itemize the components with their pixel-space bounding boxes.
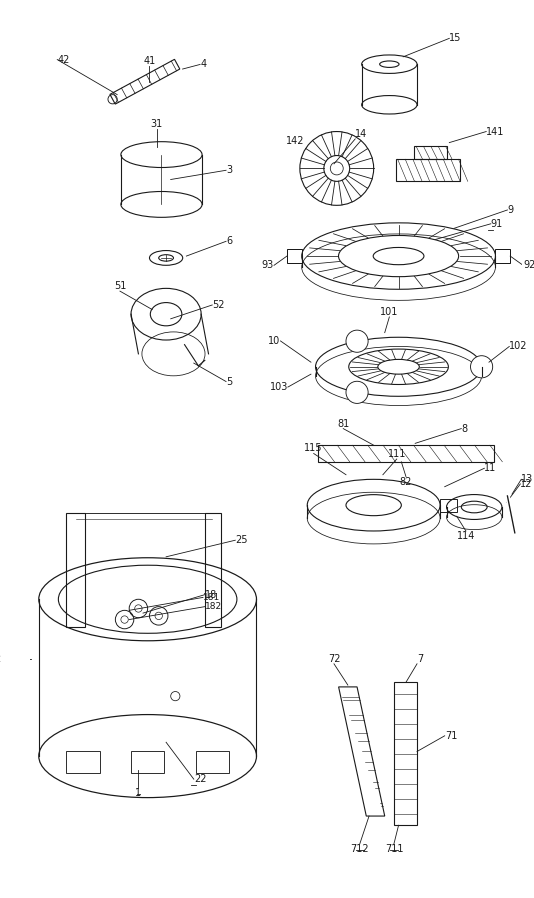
Text: 14: 14	[355, 129, 367, 139]
Text: 114: 114	[457, 531, 475, 541]
Text: 41: 41	[143, 57, 155, 66]
Text: 12: 12	[520, 479, 533, 489]
Text: 182: 182	[205, 603, 222, 612]
Text: 5: 5	[226, 376, 232, 386]
Circle shape	[470, 356, 493, 378]
Text: 3: 3	[226, 165, 232, 175]
Circle shape	[346, 330, 368, 352]
Text: 4: 4	[200, 59, 206, 69]
Text: 22: 22	[194, 774, 206, 784]
Text: 9: 9	[507, 205, 514, 215]
Text: 115: 115	[304, 444, 323, 453]
Text: 181: 181	[203, 593, 220, 602]
Circle shape	[346, 382, 368, 403]
Text: 7: 7	[417, 654, 423, 664]
Text: 91: 91	[491, 219, 503, 229]
Text: 6: 6	[226, 236, 232, 246]
Text: 712: 712	[350, 844, 369, 854]
Polygon shape	[131, 752, 164, 772]
Polygon shape	[195, 752, 229, 772]
Text: 11: 11	[484, 463, 497, 473]
Text: 93: 93	[262, 260, 274, 270]
Text: 111: 111	[388, 449, 406, 459]
Text: 25: 25	[235, 535, 248, 545]
Text: 92: 92	[523, 260, 534, 270]
Text: 81: 81	[337, 418, 349, 428]
Text: 42: 42	[57, 55, 69, 65]
Text: 102: 102	[509, 341, 528, 351]
Text: 141: 141	[486, 127, 505, 136]
Text: 711: 711	[384, 844, 403, 854]
Text: 103: 103	[270, 382, 288, 392]
Text: 72: 72	[328, 654, 340, 664]
Text: 15: 15	[449, 33, 462, 43]
Text: 52: 52	[212, 300, 225, 310]
Text: 18: 18	[205, 590, 217, 600]
Text: 8: 8	[461, 424, 467, 434]
Text: 82: 82	[400, 477, 412, 487]
Text: 31: 31	[151, 119, 163, 128]
Polygon shape	[66, 752, 100, 772]
Text: 51: 51	[114, 281, 126, 291]
Text: 101: 101	[380, 307, 398, 317]
Text: 71: 71	[445, 731, 457, 741]
Text: 1: 1	[135, 788, 142, 798]
Text: 13: 13	[521, 474, 533, 484]
Text: 142: 142	[286, 136, 304, 145]
Text: 10: 10	[268, 336, 280, 346]
